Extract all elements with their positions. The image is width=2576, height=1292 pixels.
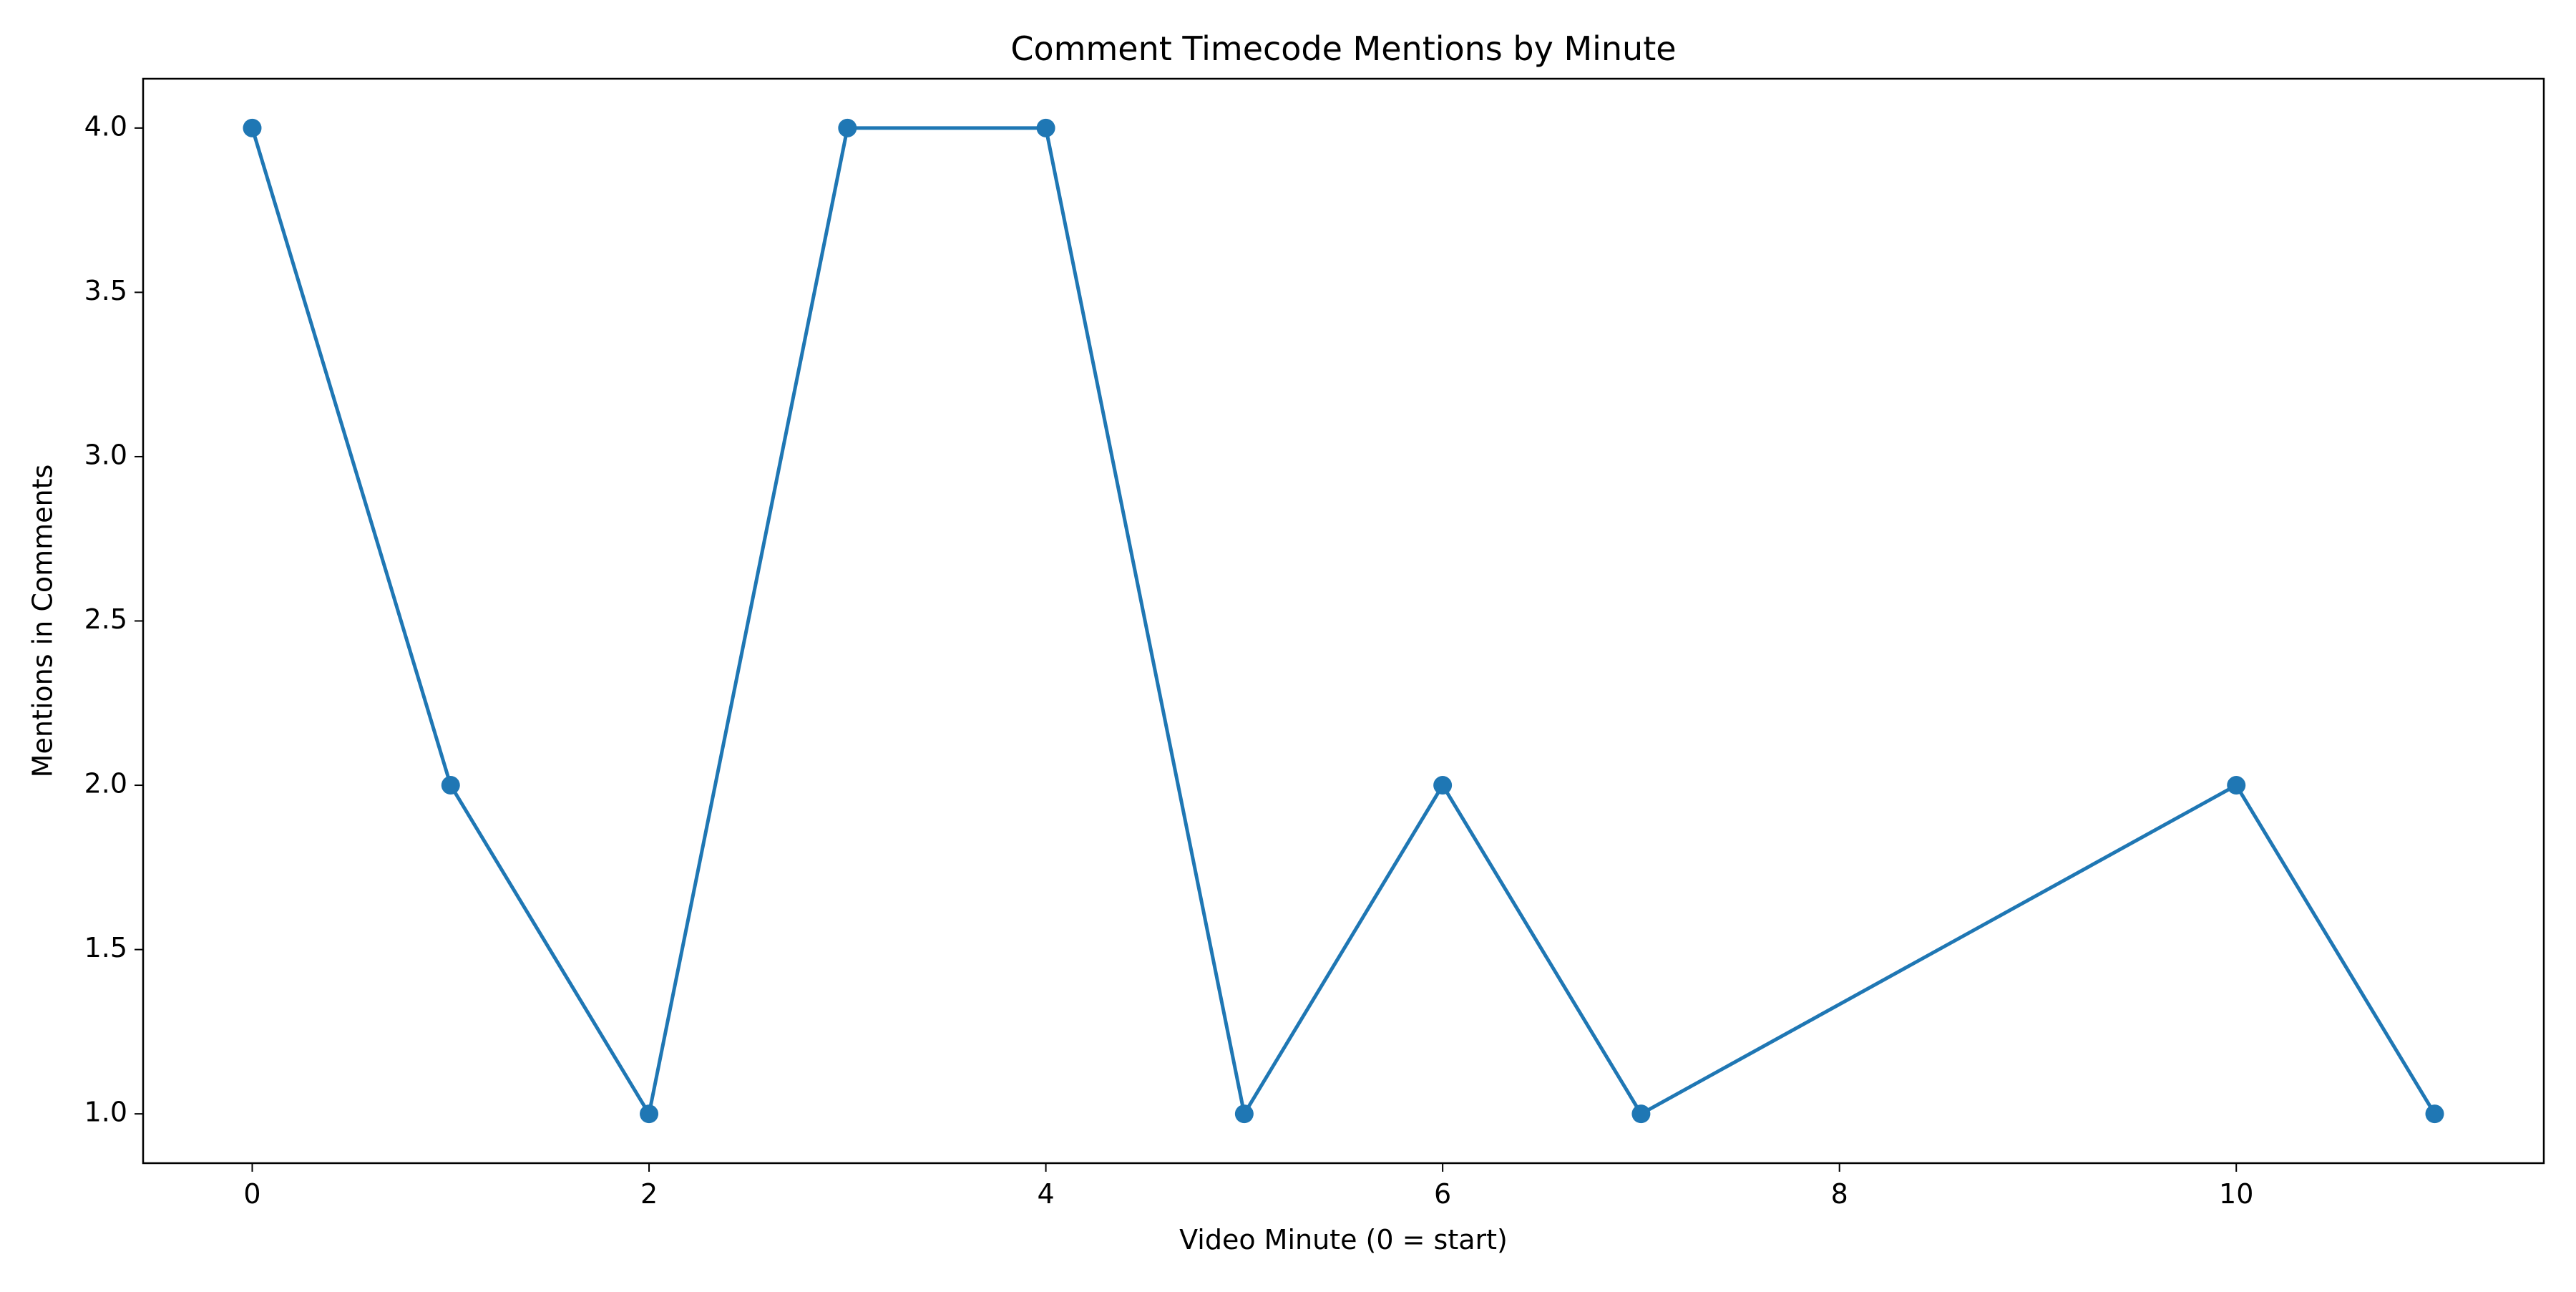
data-point (640, 1104, 659, 1124)
data-point (441, 776, 460, 795)
x-tick-label: 2 (640, 1178, 658, 1210)
y-axis-ticks: 1.0 1.5 2.0 2.5 3.0 3.5 4.0 (84, 110, 143, 1128)
x-axis-label: Video Minute (0 = start) (1179, 1224, 1508, 1255)
x-tick-label: 4 (1037, 1178, 1054, 1210)
y-tick-label: 3.5 (84, 275, 127, 306)
data-point (1234, 1104, 1254, 1124)
x-tick-label: 10 (2219, 1178, 2253, 1210)
data-point (1036, 118, 1055, 137)
data-point (2227, 776, 2246, 795)
y-tick-label: 4.0 (84, 110, 127, 142)
x-axis-ticks: 0 2 4 6 8 10 (243, 1163, 2253, 1210)
x-tick-label: 6 (1434, 1178, 1451, 1210)
y-tick-label: 3.0 (84, 439, 127, 470)
y-axis-label: Mentions in Comments (27, 465, 59, 778)
y-tick-label: 1.5 (84, 932, 127, 963)
x-tick-label: 0 (243, 1178, 260, 1210)
y-tick-label: 2.0 (84, 768, 127, 800)
x-tick-label: 8 (1831, 1178, 1848, 1210)
series-line (250, 126, 2436, 1116)
data-point (1631, 1104, 1651, 1124)
series-layer (243, 118, 2444, 1124)
y-tick-label: 2.5 (84, 603, 127, 635)
y-tick-label: 1.0 (84, 1097, 127, 1128)
plot-area-frame (142, 77, 2545, 1165)
data-point (2425, 1104, 2444, 1124)
data-point (1433, 776, 1453, 795)
data-point (243, 118, 262, 137)
chart-title: Comment Timecode Mentions by Minute (1010, 29, 1676, 68)
data-point (838, 118, 857, 137)
